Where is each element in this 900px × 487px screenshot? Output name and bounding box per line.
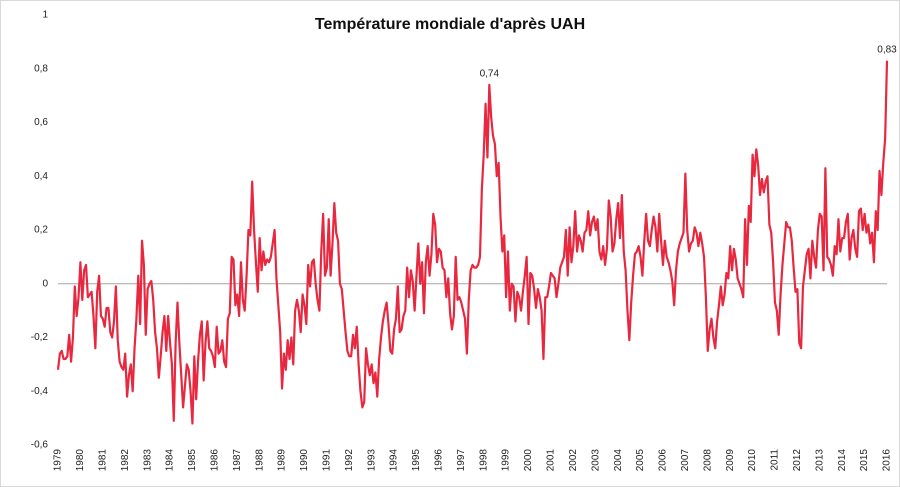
x-tick-label: 1986 (209, 449, 220, 472)
data-label: 0,74 (480, 69, 500, 80)
y-tick-label: 0,8 (34, 63, 48, 74)
x-tick-label: 2003 (590, 449, 601, 472)
y-tick-label: 1 (42, 10, 48, 21)
x-tick-label: 1984 (165, 449, 176, 472)
data-label: 0,83 (877, 44, 897, 55)
y-tick-label: -0,2 (31, 332, 49, 343)
x-tick-label: 1999 (501, 449, 512, 472)
x-tick-label: 2016 (882, 449, 893, 472)
x-tick-label: 1990 (299, 449, 310, 472)
x-tick-label: 2005 (635, 449, 646, 472)
x-tick-label: 1997 (456, 449, 467, 472)
y-tick-label: -0,6 (31, 440, 49, 451)
y-tick-label: 0,2 (34, 225, 48, 236)
x-tick-label: 2008 (702, 449, 713, 472)
x-tick-label: 1998 (478, 449, 489, 472)
x-tick-label: 1988 (254, 449, 265, 472)
x-tick-label: 2014 (837, 449, 848, 472)
x-tick-label: 1980 (75, 449, 86, 472)
x-tick-label: 1993 (366, 449, 377, 472)
x-tick-label: 2001 (546, 449, 557, 472)
x-tick-label: 1994 (389, 449, 400, 472)
y-tick-label: 0,6 (34, 117, 48, 128)
x-tick-label: 2006 (658, 449, 669, 472)
x-tick-label: 1979 (53, 449, 64, 472)
data-line (56, 60, 889, 425)
x-tick-label: 2009 (725, 449, 736, 472)
x-tick-label: 1996 (434, 449, 445, 472)
x-tick-label: 1992 (344, 449, 355, 472)
x-tick-label: 2007 (680, 449, 691, 472)
x-tick-label: 2012 (792, 449, 803, 472)
x-tick-label: 1991 (322, 449, 333, 472)
x-tick-label: 2013 (814, 449, 825, 472)
x-tick-label: 1981 (97, 449, 108, 472)
x-tick-label: 1989 (277, 449, 288, 472)
y-tick-label: -0,4 (31, 386, 49, 397)
x-tick-label: 2011 (770, 449, 781, 471)
x-tick-label: 1983 (142, 449, 153, 472)
y-tick-label: 0,4 (34, 171, 48, 182)
x-tick-label: 2010 (747, 449, 758, 472)
x-tick-label: 1987 (232, 449, 243, 472)
x-tick-label: 2015 (859, 449, 870, 472)
x-tick-label: 2000 (523, 449, 534, 472)
x-tick-label: 2002 (568, 449, 579, 472)
x-tick-label: 1985 (187, 449, 198, 472)
x-tick-label: 1982 (120, 449, 131, 472)
x-tick-label: 1995 (411, 449, 422, 472)
chart-title: Température mondiale d'après UAH (315, 16, 585, 33)
x-tick-label: 2004 (613, 449, 624, 472)
y-tick-label: 0 (42, 278, 48, 289)
